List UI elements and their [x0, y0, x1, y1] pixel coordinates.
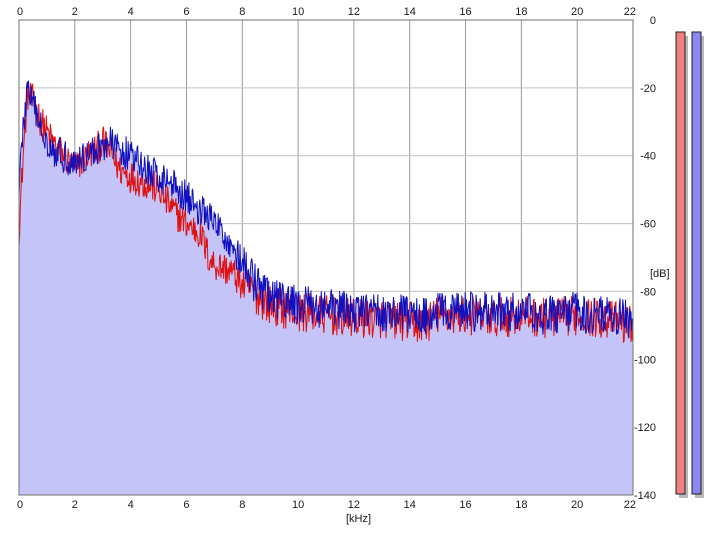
y-tick-label: -80 [640, 286, 656, 298]
x-tick-label-top: 18 [515, 6, 527, 18]
y-ticks: 0 -20 -40 -60 -80 -100 -120 -140 [634, 15, 656, 502]
level-meters [675, 31, 704, 498]
x-tick-label-top: 10 [292, 6, 304, 18]
series-line-red [18, 81, 634, 344]
x-tick-label-bottom: 20 [571, 499, 583, 511]
x-tick-label-bottom: 4 [128, 499, 134, 511]
x-tick-label-top: 2 [72, 6, 78, 18]
x-ticks-top: 0 2 4 6 8 10 12 14 16 18 20 22 [17, 6, 636, 18]
x-tick-label-top: 20 [571, 6, 583, 18]
x-tick-label-top: 6 [183, 6, 189, 18]
x-unit-label: [kHz] [346, 513, 371, 525]
y-tick-label: -60 [640, 219, 656, 231]
x-tick-label-bottom: 8 [239, 499, 245, 511]
y-tick-label: -100 [634, 354, 656, 366]
series-line-blue [18, 80, 634, 339]
level-meter-red [675, 31, 686, 495]
x-tick-label-top: 8 [239, 6, 245, 18]
x-tick-label-top: 4 [128, 6, 134, 18]
y-tick-label: -120 [634, 422, 656, 434]
x-tick-label-bottom: 16 [459, 499, 471, 511]
plot-frame [18, 19, 634, 496]
y-tick-label: -20 [640, 83, 656, 95]
x-tick-label-bottom: 10 [292, 499, 304, 511]
x-tick-label-bottom: 18 [515, 499, 527, 511]
series-lines [18, 80, 634, 344]
y-tick-label: -40 [640, 151, 656, 163]
y-tick-label: -140 [634, 490, 656, 502]
x-tick-label-bottom: 14 [404, 499, 416, 511]
x-tick-label-bottom: 2 [72, 499, 78, 511]
x-ticks-bottom: 0 2 4 6 8 10 12 14 16 18 20 22 [17, 499, 636, 511]
x-tick-label-top: 16 [459, 6, 471, 18]
x-tick-label-bottom: 22 [624, 499, 636, 511]
y-tick-label: 0 [650, 15, 656, 27]
x-tick-label-top: 0 [17, 6, 23, 18]
x-tick-label-top: 14 [404, 6, 416, 18]
y-unit-label: [dB] [650, 268, 670, 280]
x-tick-label-bottom: 12 [348, 499, 360, 511]
x-tick-label-bottom: 0 [17, 499, 23, 511]
x-tick-label-top: 22 [624, 6, 636, 18]
level-meter-blue [691, 31, 702, 495]
x-tick-label-bottom: 6 [183, 499, 189, 511]
x-tick-label-top: 12 [348, 6, 360, 18]
